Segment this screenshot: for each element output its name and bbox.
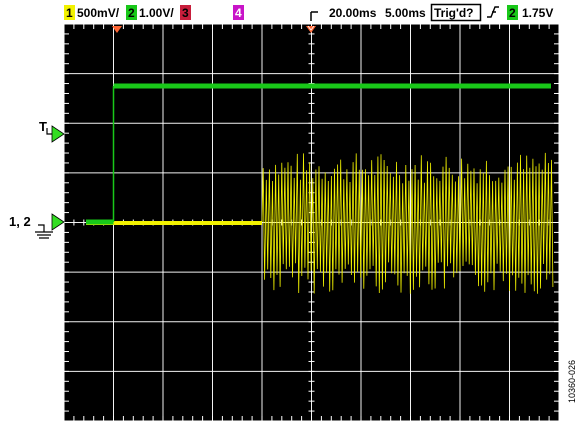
trig-source-label: 2 bbox=[509, 6, 516, 20]
header-bar: 1 500mV/ 2 1.00V/ 3 4 20.00ms 5.00ms Tri… bbox=[64, 3, 553, 22]
ch1-trace-burst bbox=[261, 152, 554, 294]
figure-id: 10360-026 bbox=[567, 360, 577, 403]
ground-marker bbox=[35, 213, 65, 239]
ch4-badge bbox=[233, 5, 244, 20]
trigger-level-marker bbox=[46, 125, 65, 143]
ch3-badge-label: 3 bbox=[182, 6, 189, 20]
waveform-traces bbox=[86, 83, 554, 294]
delay-marker bbox=[306, 25, 316, 33]
timebase-div: 5.00ms bbox=[385, 6, 426, 20]
trig-status: Trig'd? bbox=[434, 6, 474, 20]
ch1-scale: 500mV/ bbox=[77, 6, 120, 20]
ch1-badge-label: 1 bbox=[66, 6, 73, 20]
trigger-position-icon bbox=[310, 11, 318, 21]
ch2-badge bbox=[126, 5, 137, 20]
ch2-badge-label: 2 bbox=[128, 6, 135, 20]
trig-source-badge bbox=[507, 5, 518, 20]
channel-label: 1, 2 bbox=[9, 214, 31, 229]
ch1-badge bbox=[64, 5, 75, 20]
ch2-scale: 1.00V/ bbox=[139, 6, 174, 20]
trig-level: 1.75V bbox=[522, 6, 553, 20]
ch4-badge-label: 4 bbox=[235, 6, 242, 20]
trigger-level-label: T bbox=[39, 119, 47, 134]
ch3-badge bbox=[180, 5, 191, 20]
rising-edge-icon bbox=[487, 6, 499, 18]
trig-status-box bbox=[430, 3, 482, 22]
trigger-position-marker bbox=[112, 26, 122, 33]
timebase-main: 20.00ms bbox=[329, 6, 377, 20]
